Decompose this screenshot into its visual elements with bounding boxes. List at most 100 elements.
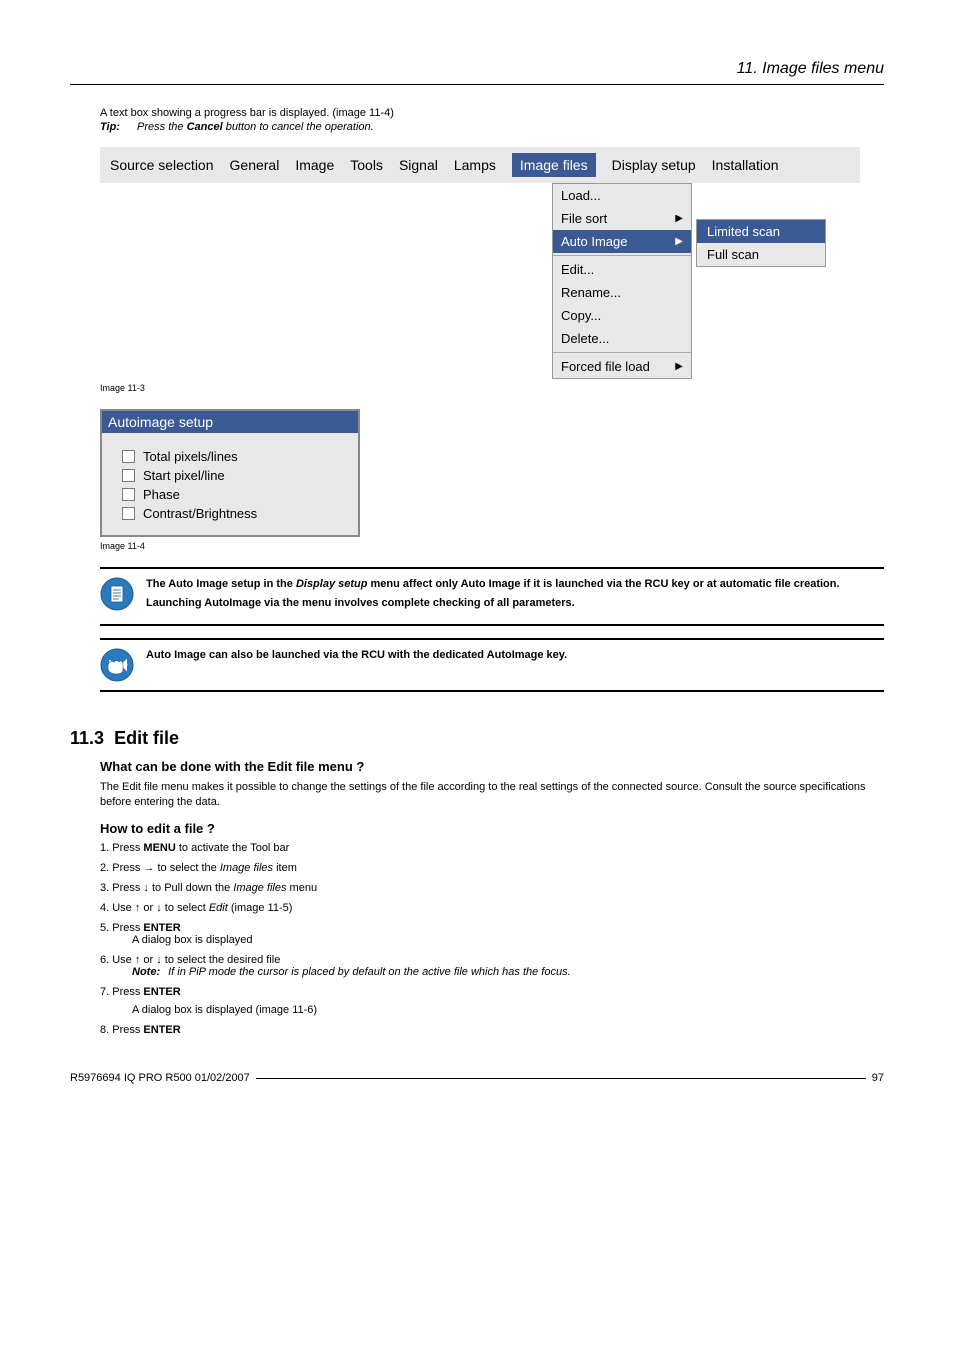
checkbox-total-pixels[interactable]: Total pixels/lines	[122, 449, 346, 464]
step-2: 2. Press → to select the Image files ite…	[100, 862, 884, 874]
pointer-icon	[100, 648, 134, 682]
checkbox-start-pixel[interactable]: Start pixel/line	[122, 468, 346, 483]
auto-image-submenu: Limited scan Full scan	[696, 219, 826, 267]
image-caption-11-3: Image 11-3	[100, 383, 884, 393]
footer-rule	[256, 1078, 866, 1079]
menubar: Source selection General Image Tools Sig…	[100, 147, 860, 183]
menu-lamps[interactable]: Lamps	[454, 157, 496, 173]
dropdown-load-label: Load...	[561, 188, 601, 203]
section-number: 11.3	[70, 728, 104, 748]
step-text: 8. Press	[100, 1024, 143, 1036]
checkbox-icon	[122, 450, 135, 463]
image-files-dropdown: Load... File sort▶ Auto Image ▶ Edit... R…	[552, 183, 692, 379]
dropdown-rename-label: Rename...	[561, 285, 621, 300]
dropdown-separator	[553, 352, 691, 353]
step-6: 6. Use ↑ or ↓ to select the desired file…	[100, 954, 884, 978]
tip-strong: Cancel	[187, 121, 223, 133]
footer-left: R5976694 IQ PRO R500 01/02/2007	[70, 1072, 250, 1084]
step-7: 7. Press ENTER A dialog box is displayed…	[100, 986, 884, 1016]
step-text: 2. Press → to select the	[100, 862, 220, 874]
step-note: Note:If in PiP mode the cursor is placed…	[116, 966, 884, 978]
paragraph: The Edit file menu makes it possible to …	[100, 780, 884, 810]
intro-line: A text box showing a progress bar is dis…	[100, 107, 884, 119]
note1-pre: The Auto Image setup in the	[146, 578, 296, 590]
menubar-screenshot: Source selection General Image Tools Sig…	[100, 147, 884, 379]
dropdown-auto-image[interactable]: Auto Image ▶	[553, 230, 691, 253]
step-5: 5. Press ENTER A dialog box is displayed	[100, 922, 884, 946]
dropdown-separator	[553, 255, 691, 256]
dropdown-delete[interactable]: Delete...	[553, 327, 691, 350]
checkbox-contrast-brightness[interactable]: Contrast/Brightness	[122, 506, 346, 521]
step-3: 3. Press ↓ to Pull down the Image files …	[100, 882, 884, 894]
step-4: 4. Use ↑ or ↓ to select Edit (image 11-5…	[100, 902, 884, 914]
menu-image-files[interactable]: Image files	[512, 153, 596, 177]
subheading-how: How to edit a file ?	[100, 821, 884, 836]
menu-general[interactable]: General	[230, 157, 280, 173]
dropdown-rename[interactable]: Rename...	[553, 281, 691, 304]
step-text: 5. Press	[100, 922, 143, 934]
checkbox-label: Contrast/Brightness	[143, 506, 257, 521]
checkbox-phase[interactable]: Phase	[122, 487, 346, 502]
dropdown-copy-label: Copy...	[561, 308, 601, 323]
checkbox-icon	[122, 469, 135, 482]
step-text: 1. Press	[100, 842, 143, 854]
panel-title: Autoimage setup	[102, 411, 358, 433]
menu-signal[interactable]: Signal	[399, 157, 438, 173]
step-em: Image files	[220, 862, 273, 874]
header-rule	[70, 84, 884, 85]
note-icon	[100, 577, 134, 611]
menu-tools[interactable]: Tools	[350, 157, 383, 173]
menu-installation[interactable]: Installation	[712, 157, 779, 173]
step-sub: A dialog box is displayed (image 11-6)	[116, 1004, 884, 1016]
checkbox-label: Start pixel/line	[143, 468, 225, 483]
autoimage-setup-panel: Autoimage setup Total pixels/lines Start…	[100, 409, 360, 537]
note1-p2: Launching AutoImage via the menu involve…	[146, 596, 840, 611]
tip-post: button to cancel the operation.	[223, 121, 374, 133]
checkbox-label: Phase	[143, 487, 180, 502]
step-text: 6. Use ↑ or ↓ to select the desired file	[100, 954, 280, 966]
subheading-what: What can be done with the Edit file menu…	[100, 759, 884, 774]
page-footer: R5976694 IQ PRO R500 01/02/2007 97	[70, 1072, 884, 1084]
footer-page-number: 97	[872, 1072, 884, 1084]
page-header-title: 11. Image files menu	[70, 60, 884, 78]
chevron-right-icon: ▶	[675, 361, 683, 372]
chevron-right-icon: ▶	[675, 213, 683, 224]
dropdown-load[interactable]: Load...	[553, 184, 691, 207]
note-text: Auto Image can also be launched via the …	[146, 648, 567, 667]
checkbox-icon	[122, 488, 135, 501]
dropdown-edit[interactable]: Edit...	[553, 258, 691, 281]
note2-p1: Auto Image can also be launched via the …	[146, 648, 567, 663]
note-box-1: The Auto Image setup in the Display setu…	[100, 567, 884, 626]
menu-display-setup[interactable]: Display setup	[612, 157, 696, 173]
menu-image[interactable]: Image	[295, 157, 334, 173]
tip-line: Tip: Press the Cancel button to cancel t…	[100, 121, 884, 133]
step-text: menu	[287, 882, 318, 894]
step-text: (image 11-5)	[228, 902, 293, 914]
submenu-limited-scan[interactable]: Limited scan	[697, 220, 825, 243]
step-text: 4. Use ↑ or ↓ to select	[100, 902, 209, 914]
dropdown-forced-file-load[interactable]: Forced file load▶	[553, 355, 691, 378]
note-text: The Auto Image setup in the Display setu…	[146, 577, 840, 616]
section-title: 11.3 Edit file	[70, 728, 884, 749]
chevron-right-icon: ▶	[675, 236, 683, 247]
note1-post: menu affect only Auto Image if it is lau…	[367, 578, 839, 590]
section-name: Edit file	[114, 728, 179, 748]
dropdown-file-sort[interactable]: File sort▶	[553, 207, 691, 230]
note-box-2: Auto Image can also be launched via the …	[100, 638, 884, 692]
checkbox-label: Total pixels/lines	[143, 449, 238, 464]
step-text: 3. Press ↓ to Pull down the	[100, 882, 233, 894]
submenu-full-scan[interactable]: Full scan	[697, 243, 825, 266]
step-list: 1. Press MENU to activate the Tool bar 2…	[100, 842, 884, 1036]
step-8: 8. Press ENTER	[100, 1024, 884, 1036]
step-text: item	[273, 862, 297, 874]
tip-pre: Press the	[137, 121, 187, 133]
step-strong: ENTER	[143, 922, 180, 934]
step-strong: MENU	[143, 842, 175, 854]
menu-source-selection[interactable]: Source selection	[110, 157, 214, 173]
step-strong: ENTER	[143, 1024, 180, 1036]
dropdown-spacer	[100, 183, 552, 379]
dropdown-autoimage-label: Auto Image	[561, 234, 628, 249]
dropdown-copy[interactable]: Copy...	[553, 304, 691, 327]
step-sub: A dialog box is displayed	[116, 934, 884, 946]
tip-body: Press the Cancel button to cancel the op…	[137, 121, 374, 133]
